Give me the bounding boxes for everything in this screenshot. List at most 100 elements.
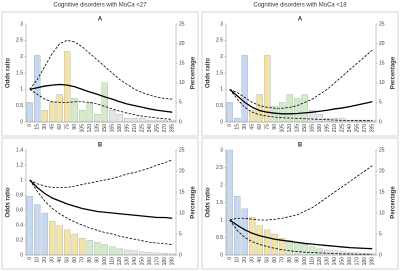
y2-tick-label: 15 xyxy=(179,61,185,67)
ci-line xyxy=(229,165,373,221)
y2-tick-label: 0 xyxy=(379,119,382,125)
x-tick-label: 45 xyxy=(250,124,256,130)
bar xyxy=(316,248,323,256)
bar xyxy=(109,246,116,256)
y-tick-label: 3 xyxy=(220,21,223,27)
x-tick-label: 150 xyxy=(302,124,308,133)
or-line xyxy=(229,219,373,250)
x-tick-label: 270 xyxy=(362,124,368,133)
y2-tick-label: 10 xyxy=(179,210,185,216)
bar xyxy=(286,240,293,256)
x-tick-label: 50 xyxy=(265,257,271,263)
bar xyxy=(64,51,71,123)
bar xyxy=(241,55,248,123)
y-tick-label: 2 xyxy=(220,182,223,188)
ci-line xyxy=(229,49,373,109)
y2-axis-title: Percentage xyxy=(191,56,197,89)
x-tick-label: 170 xyxy=(355,257,361,266)
y-tick-label: 2 xyxy=(220,54,223,60)
x-tick-label: 190 xyxy=(370,257,376,266)
y-tick-label: 0.5 xyxy=(216,235,223,241)
bar xyxy=(264,229,271,256)
x-tick-label: 190 xyxy=(170,257,176,266)
column-title: Cognitive disorders with MoCa <18 xyxy=(253,3,347,9)
bar xyxy=(131,250,138,256)
bar xyxy=(256,225,263,256)
bar xyxy=(154,252,161,256)
bar xyxy=(169,119,176,123)
bar xyxy=(124,249,131,256)
y-tick-label: 3 xyxy=(20,21,23,27)
x-tick-label: 75 xyxy=(265,124,271,130)
panel-frame xyxy=(1,11,199,137)
y2-tick-label: 5 xyxy=(379,100,382,106)
y-tick-label: 1.5 xyxy=(216,70,223,76)
y2-tick-label: 5 xyxy=(379,231,382,237)
x-tick-label: 110 xyxy=(110,257,116,265)
bar xyxy=(161,119,168,123)
bar xyxy=(116,248,123,256)
bar xyxy=(41,212,48,256)
bar xyxy=(94,242,101,256)
x-tick-label: 130 xyxy=(325,257,331,266)
y-tick-label: 1.4 xyxy=(16,147,23,153)
x-tick-label: 30 xyxy=(250,257,256,263)
x-tick-label: 90 xyxy=(295,257,301,263)
x-tick-label: 195 xyxy=(325,124,331,133)
x-tick-label: 180 xyxy=(362,257,368,266)
x-tick-label: 165 xyxy=(110,124,116,133)
y-tick-label: 0.8 xyxy=(16,192,23,198)
bar xyxy=(26,102,33,123)
y2-tick-label: 5 xyxy=(179,231,182,237)
x-tick-label: 70 xyxy=(80,257,86,263)
x-tick-label: 165 xyxy=(310,124,316,133)
panel-frame xyxy=(201,11,399,137)
bar xyxy=(154,119,161,123)
x-tick-label: 120 xyxy=(317,257,323,266)
y2-tick-label: 20 xyxy=(379,41,385,47)
y2-tick-label: 25 xyxy=(379,147,385,153)
bar xyxy=(331,250,338,256)
bar xyxy=(26,196,33,256)
bar xyxy=(234,117,241,123)
y2-tick-label: 15 xyxy=(179,189,185,195)
x-tick-label: 70 xyxy=(280,257,286,263)
y-tick-label: 1.5 xyxy=(16,70,23,76)
x-tick-label: 135 xyxy=(295,124,301,133)
x-tick-label: 180 xyxy=(317,124,323,133)
bar xyxy=(79,110,86,123)
y-tick-label: 2 xyxy=(20,54,23,60)
x-tick-label: 30 xyxy=(42,124,48,130)
y-axis-title: Odds ratio xyxy=(206,58,212,88)
panel-frame xyxy=(201,137,399,270)
y-tick-label: 3 xyxy=(220,147,223,153)
or-line xyxy=(29,83,173,113)
x-tick-label: 0 xyxy=(27,257,33,260)
x-tick-label: 120 xyxy=(287,124,293,133)
y-tick-label: 1 xyxy=(20,177,23,183)
x-tick-label: 110 xyxy=(310,257,316,265)
x-tick-label: 80 xyxy=(287,257,293,263)
y-axis-title: Odds ratio xyxy=(206,187,212,217)
bar xyxy=(34,204,41,256)
x-tick-label: 105 xyxy=(280,124,286,133)
x-tick-label: 170 xyxy=(155,257,161,266)
y-tick-label: 0.4 xyxy=(16,222,23,228)
x-tick-label: 255 xyxy=(355,124,361,133)
y2-axis-title: Percentage xyxy=(191,186,197,219)
bar xyxy=(309,246,316,256)
bar xyxy=(301,94,308,123)
bar xyxy=(161,253,168,256)
y2-tick-label: 20 xyxy=(379,168,385,174)
y2-tick-label: 25 xyxy=(179,147,185,153)
column-title: Cognitive disorders with MoCa <27 xyxy=(53,3,147,9)
y-tick-label: 0.6 xyxy=(16,207,23,213)
bar xyxy=(226,102,233,123)
x-tick-label: 105 xyxy=(80,124,86,133)
ci-line xyxy=(229,89,373,122)
bar xyxy=(146,119,153,123)
x-tick-label: 0 xyxy=(27,124,33,127)
x-tick-label: 20 xyxy=(42,257,48,263)
x-tick-label: 15 xyxy=(235,124,241,130)
x-tick-label: 40 xyxy=(57,257,63,263)
